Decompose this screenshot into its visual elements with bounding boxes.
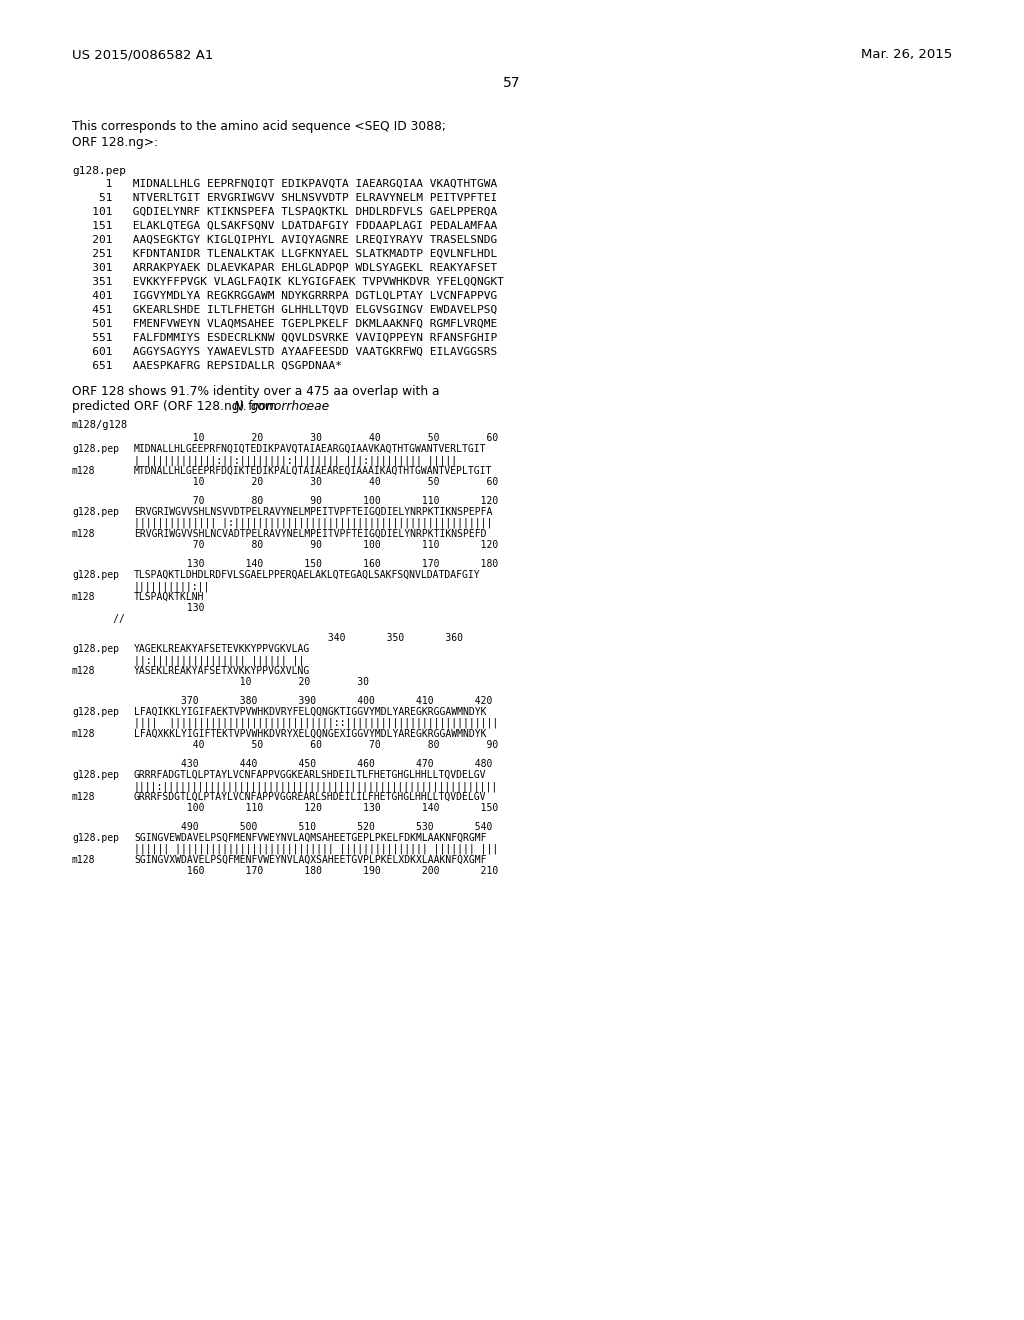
Text: m128: m128 — [72, 591, 95, 602]
Text: ||||  ||||||||||||||||||||||||||||::||||||||||||||||||||||||||: |||| ||||||||||||||||||||||||||||::|||||… — [134, 718, 499, 729]
Text: m128/g128: m128/g128 — [72, 420, 128, 430]
Text: MTDNALLHLGEEPRFDQIKTEDIKPALQTAIAEAREQIAAAIKAQTHTGWANTVEPLTGIT: MTDNALLHLGEEPRFDQIKTEDIKPALQTAIAEAREQIAA… — [134, 466, 493, 477]
Text: 551   FALFDMMIYS ESDECRLKNW QQVLDSVRKE VAVIQPPEYN RFANSFGHIP: 551 FALFDMMIYS ESDECRLKNW QQVLDSVRKE VAV… — [72, 333, 498, 343]
Text: 70        80        90       100       110       120: 70 80 90 100 110 120 — [134, 540, 499, 550]
Text: m128: m128 — [72, 667, 95, 676]
Text: SGINGVXWDAVELPSQFMENFVWEYNVLAQXSAHEETGVPLPKELXDKXLAAKNFQXGMF: SGINGVXWDAVELPSQFMENFVWEYNVLAQXSAHEETGVP… — [134, 855, 486, 865]
Text: SGINGVEWDAVELPSQFMENFVWEYNVLAQMSAHEETGEPLPKELFDKMLAAKNFQRGMF: SGINGVEWDAVELPSQFMENFVWEYNVLAQMSAHEETGEP… — [134, 833, 486, 843]
Text: 370       380       390       400       410       420: 370 380 390 400 410 420 — [134, 696, 493, 706]
Text: 601   AGGYSAGYYS YAWAEVLSTD AYAAFEESDD VAATGKRFWQ EILAVGGSRS: 601 AGGYSAGYYS YAWAEVLSTD AYAAFEESDD VAA… — [72, 347, 498, 356]
Text: g128.pep: g128.pep — [72, 570, 119, 579]
Text: | ||||||||||||:||:||||||||:|||||||| |||:||||||||| |||||: | ||||||||||||:||:||||||||:|||||||| |||:… — [134, 455, 457, 466]
Text: 70        80        90       100       110       120: 70 80 90 100 110 120 — [134, 496, 499, 506]
Text: 201   AAQSEGKTGY KIGLQIPHYL AVIQYAGNRE LREQIYRAYV TRASELSNDG: 201 AAQSEGKTGY KIGLQIPHYL AVIQYAGNRE LRE… — [72, 235, 498, 246]
Text: Mar. 26, 2015: Mar. 26, 2015 — [861, 48, 952, 61]
Text: MIDNALLHLGEEPRFNQIQTEDIKPAVQTAIAEARGQIAAVKAQTHTGWANTVERLTGIT: MIDNALLHLGEEPRFNQIQTEDIKPAVQTAIAEARGQIAA… — [134, 444, 486, 454]
Text: g128.pep: g128.pep — [72, 770, 119, 780]
Text: ||||:|||||||||||||||||||||||||||||||||||||||||||||||||||||||||: ||||:|||||||||||||||||||||||||||||||||||… — [134, 781, 499, 792]
Text: ORF 128.ng>:: ORF 128.ng>: — [72, 136, 158, 149]
Text: predicted ORF (ORF 128.ng) from: predicted ORF (ORF 128.ng) from — [72, 400, 281, 413]
Text: 130       140       150       160       170       180: 130 140 150 160 170 180 — [134, 558, 499, 569]
Text: ERVGRIWGVVSHLNSVVDTPELRAVYNELMPEITVPFTEIGQDIELYNRPKTIKNSPEPFA: ERVGRIWGVVSHLNSVVDTPELRAVYNELMPEITVPFTEI… — [134, 507, 493, 517]
Text: 57: 57 — [503, 77, 521, 90]
Text: m128: m128 — [72, 792, 95, 803]
Text: 651   AAESPKAFRG REPSIDALLR QSGPDNAA*: 651 AAESPKAFRG REPSIDALLR QSGPDNAA* — [72, 360, 342, 371]
Text: ||||||||||:||: ||||||||||:|| — [134, 581, 210, 591]
Text: 1   MIDNALLHLG EEPRFNQIQT EDIKPAVQTA IAEARGQIAA VKAQTHTGWA: 1 MIDNALLHLG EEPRFNQIQT EDIKPAVQTA IAEAR… — [72, 180, 498, 189]
Text: //: // — [72, 614, 125, 624]
Text: ||:|||||||||||||||| |||||| ||: ||:|||||||||||||||| |||||| || — [134, 655, 304, 665]
Text: |||||||||||||| |:||||||||||||||||||||||||||||||||||||||||||||: |||||||||||||| |:|||||||||||||||||||||||… — [134, 517, 493, 528]
Text: LFAQIKKLYIGIFAEKTVPVWHKDVRYFELQQNGKTIGGVYMDLYAREGKRGGAWMNDYK: LFAQIKKLYIGIFAEKTVPVWHKDVRYFELQQNGKTIGGV… — [134, 708, 486, 717]
Text: TLSPAQKTLDHDLRDFVLSGAELPPERQAELAKLQTEGAQLSAKFSQNVLDATDAFGIY: TLSPAQKTLDHDLRDFVLSGAELPPERQAELAKLQTEGAQ… — [134, 570, 480, 579]
Text: g128.pep: g128.pep — [72, 833, 119, 843]
Text: YAGEKLREAKYAFSETEVKKYPPVGKVLAG: YAGEKLREAKYAFSETEVKKYPPVGKVLAG — [134, 644, 310, 653]
Text: m128: m128 — [72, 729, 95, 739]
Text: :: : — [304, 400, 308, 413]
Text: 340       350       360: 340 350 360 — [134, 634, 463, 643]
Text: g128.pep: g128.pep — [72, 507, 119, 517]
Text: 351   EVKKYFFPVGK VLAGLFAQIK KLYGIGFAEK TVPVWHKDVR YFELQQNGKT: 351 EVKKYFFPVGK VLAGLFAQIK KLYGIGFAEK TV… — [72, 277, 504, 286]
Text: 430       440       450       460       470       480: 430 440 450 460 470 480 — [134, 759, 493, 770]
Text: YASEKLREAKYAFSETXVKKYPPVGXVLNG: YASEKLREAKYAFSETXVKKYPPVGXVLNG — [134, 667, 310, 676]
Text: 501   FMENFVWEYN VLAQMSAHEE TGEPLPKELF DKMLAAKNFQ RGMFLVRQME: 501 FMENFVWEYN VLAQMSAHEE TGEPLPKELF DKM… — [72, 319, 498, 329]
Text: ORF 128 shows 91.7% identity over a 475 aa overlap with a: ORF 128 shows 91.7% identity over a 475 … — [72, 385, 439, 399]
Text: N. gonorrhoeae: N. gonorrhoeae — [233, 400, 329, 413]
Text: 301   ARRAKPYAEK DLAEVKAPAR EHLGLADPQP WDLSYAGEKL REAKYAFSET: 301 ARRAKPYAEK DLAEVKAPAR EHLGLADPQP WDL… — [72, 263, 498, 273]
Text: ERVGRIWGVVSHLNCVADTPELRAVYNELMPEITVPFTEIGQDIELYNRPKTIKNSPEFD: ERVGRIWGVVSHLNCVADTPELRAVYNELMPEITVPFTEI… — [134, 529, 486, 539]
Text: 130: 130 — [134, 603, 205, 612]
Text: g128.pep: g128.pep — [72, 166, 126, 176]
Text: This corresponds to the amino acid sequence <SEQ ID 3088;: This corresponds to the amino acid seque… — [72, 120, 445, 133]
Text: LFAQXKKLYIGIFTEKTVPVWHKDVRYXELQQNGEXIGGVYMDLYAREGKRGGAWMNDYK: LFAQXKKLYIGIFTEKTVPVWHKDVRYXELQQNGEXIGGV… — [134, 729, 486, 739]
Text: 151   ELAKLQTEGA QLSAKFSQNV LDATDAFGIY FDDAAPLAGI PEDALAMFAA: 151 ELAKLQTEGA QLSAKFSQNV LDATDAFGIY FDD… — [72, 220, 498, 231]
Text: US 2015/0086582 A1: US 2015/0086582 A1 — [72, 48, 213, 61]
Text: 51   NTVERLTGIT ERVGRIWGVV SHLNSVVDTP ELRAVYNELM PEITVPFTEI: 51 NTVERLTGIT ERVGRIWGVV SHLNSVVDTP ELRA… — [72, 193, 498, 203]
Text: TLSPAQKTKLNH: TLSPAQKTKLNH — [134, 591, 205, 602]
Text: GRRRFADGTLQLPTAYLVCNFAPPVGGKEARLSHDEILTLFHETGHGLHHLLTQVDELGV: GRRRFADGTLQLPTAYLVCNFAPPVGGKEARLSHDEILTL… — [134, 770, 486, 780]
Text: m128: m128 — [72, 466, 95, 477]
Text: 101   GQDIELYNRF KTIKNSPEFA TLSPAQKTKL DHDLRDFVLS GAELPPERQA: 101 GQDIELYNRF KTIKNSPEFA TLSPAQKTKL DHD… — [72, 207, 498, 216]
Text: |||||| ||||||||||||||||||||||||||| ||||||||||||||| ||||||| |||: |||||| ||||||||||||||||||||||||||| |||||… — [134, 843, 499, 854]
Text: 40        50        60        70        80        90: 40 50 60 70 80 90 — [134, 741, 499, 750]
Text: m128: m128 — [72, 529, 95, 539]
Text: 10        20        30        40        50        60: 10 20 30 40 50 60 — [134, 477, 499, 487]
Text: 401   IGGVYMDLYA REGKRGGAWM NDYKGRRRPA DGTLQLPTAY LVCNFAPPVG: 401 IGGVYMDLYA REGKRGGAWM NDYKGRRRPA DGT… — [72, 290, 498, 301]
Text: 10        20        30        40        50        60: 10 20 30 40 50 60 — [134, 433, 499, 444]
Text: 100       110       120       130       140       150: 100 110 120 130 140 150 — [134, 803, 499, 813]
Text: g128.pep: g128.pep — [72, 708, 119, 717]
Text: GRRRFSDGTLQLPTAYLVCNFAPPVGGREARLSHDEILILFHETGHGLHHLLTQVDELGV: GRRRFSDGTLQLPTAYLVCNFAPPVGGREARLSHDEILIL… — [134, 792, 486, 803]
Text: 490       500       510       520       530       540: 490 500 510 520 530 540 — [134, 822, 493, 832]
Text: 10        20        30: 10 20 30 — [134, 677, 369, 686]
Text: m128: m128 — [72, 855, 95, 865]
Text: 251   KFDNTANIDR TLENALKTAK LLGFKNYAEL SLATKMADTP EQVLNFLHDL: 251 KFDNTANIDR TLENALKTAK LLGFKNYAEL SLA… — [72, 249, 498, 259]
Text: g128.pep: g128.pep — [72, 444, 119, 454]
Text: 451   GKEARLSHDE ILTLFHETGH GLHHLLTQVD ELGVSGINGV EWDAVELPSQ: 451 GKEARLSHDE ILTLFHETGH GLHHLLTQVD ELG… — [72, 305, 498, 315]
Text: g128.pep: g128.pep — [72, 644, 119, 653]
Text: 160       170       180       190       200       210: 160 170 180 190 200 210 — [134, 866, 499, 876]
